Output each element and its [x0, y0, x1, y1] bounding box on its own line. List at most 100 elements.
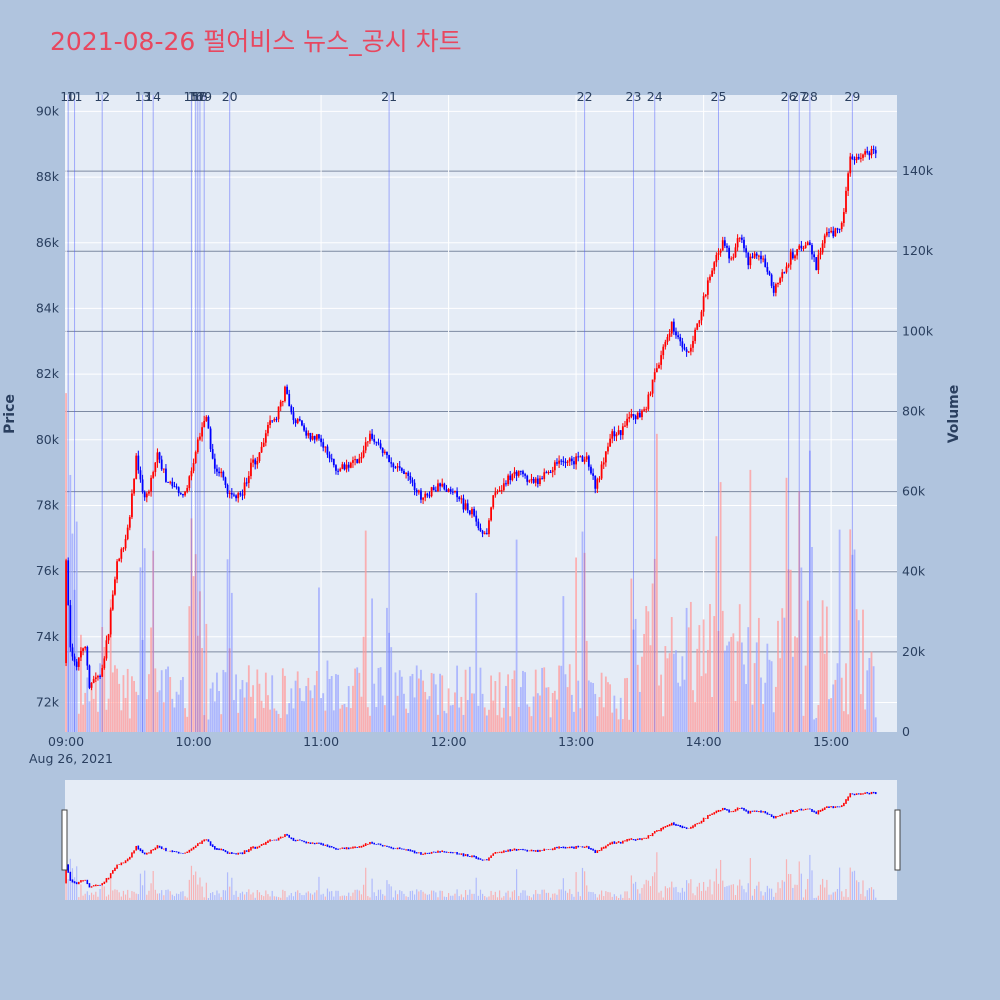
slider-volume-bar — [781, 880, 783, 900]
slider-volume-bar — [437, 897, 439, 900]
range-slider-left-handle[interactable] — [61, 809, 68, 871]
candle-body — [222, 471, 225, 478]
news-marker-label: 19 — [196, 89, 212, 104]
range-slider-right-handle[interactable] — [894, 809, 901, 871]
slider-volume-bar — [851, 871, 853, 900]
candle-body — [689, 347, 692, 352]
slider-volume-bar — [686, 880, 688, 900]
candle-body — [545, 472, 548, 474]
slider-volume-bar — [518, 895, 520, 900]
candle-body — [859, 157, 862, 159]
volume-bar — [636, 664, 639, 732]
slider-volume-bar — [182, 891, 184, 900]
time-tick-label: 13:00 — [558, 734, 594, 749]
candle-body — [811, 245, 813, 255]
slider-volume-bar — [462, 897, 465, 900]
slider-volume-bar — [515, 869, 518, 900]
candle-body — [743, 239, 745, 249]
volume-axis-title: Volume — [946, 385, 962, 444]
candle-body — [757, 255, 760, 257]
slider-volume-bar — [165, 889, 167, 900]
slider-volume-bar — [367, 896, 369, 900]
volume-bar — [811, 546, 813, 732]
candle-body — [471, 508, 473, 515]
candle-body — [67, 560, 70, 606]
slider-volume-bar — [284, 891, 286, 900]
slider-volume-bar — [868, 888, 870, 900]
volume-bar — [167, 666, 169, 732]
volume-bar — [451, 704, 454, 732]
candle-body — [751, 256, 754, 258]
volume-bar — [870, 651, 873, 732]
slider-volume-bar — [439, 890, 441, 900]
volume-bar — [757, 617, 760, 732]
volume-bar — [239, 689, 242, 732]
candle-body — [400, 468, 403, 471]
volume-bar — [562, 596, 565, 732]
slider-volume-bar — [586, 885, 588, 900]
volume-bar — [745, 683, 748, 732]
volume-bar — [762, 704, 765, 732]
volume-bar — [698, 625, 701, 732]
volume-bar — [196, 635, 199, 732]
candle-body — [813, 254, 816, 258]
volume-bar — [158, 690, 161, 732]
slider-volume-bar — [116, 889, 118, 900]
candle-body — [339, 468, 342, 471]
candle-body — [343, 464, 346, 470]
range-slider-preview — [65, 791, 877, 900]
volume-bar — [638, 691, 641, 732]
volume-bar — [553, 690, 556, 732]
slider-volume-bar — [596, 897, 598, 900]
candle-body — [475, 515, 478, 522]
slider-volume-bar — [526, 895, 528, 900]
volume-bar — [683, 679, 686, 732]
candle-body — [800, 245, 803, 249]
slider-volume-bar — [311, 894, 314, 900]
candle-body — [466, 503, 469, 511]
slider-volume-bar — [467, 894, 469, 900]
volume-bar — [371, 598, 373, 732]
slider-volume-bar — [724, 886, 726, 900]
candle-body — [692, 340, 694, 348]
slider-volume-bar — [734, 895, 737, 900]
slider-volume-bar — [477, 895, 479, 900]
volume-bar — [277, 713, 280, 732]
volume-bar — [347, 686, 350, 732]
slider-volume-bar — [834, 891, 836, 900]
slider-volume-bar — [101, 883, 103, 900]
slider-volume-bar — [309, 893, 312, 900]
slider-volume-bar — [354, 889, 356, 900]
volume-bar — [689, 601, 692, 732]
slider-volume-bar — [777, 882, 779, 900]
volume-bar — [845, 663, 847, 732]
slider-volume-bar — [97, 896, 99, 900]
candle-body — [672, 321, 675, 332]
volume-bar — [186, 716, 189, 732]
volume-bar — [602, 707, 605, 732]
volume-bar — [687, 627, 690, 732]
volume-bar — [649, 645, 652, 732]
candle-body — [490, 507, 492, 521]
candle-body — [275, 419, 278, 421]
candle-body — [105, 640, 108, 659]
candle-body — [502, 483, 505, 491]
slider-volume-bar — [148, 890, 150, 900]
candle-body — [254, 459, 257, 465]
slider-volume-bar — [562, 878, 564, 900]
candle-body — [587, 456, 590, 467]
slider-volume-bar — [830, 894, 832, 900]
volume-bar — [392, 715, 395, 732]
slider-volume-bar — [743, 889, 745, 900]
volume-bar — [109, 599, 112, 732]
volume-bar — [817, 705, 820, 732]
volume-bar — [783, 617, 786, 732]
candle-body — [553, 462, 556, 471]
slider-volume-bar — [560, 889, 562, 900]
candle-body — [715, 254, 718, 263]
volume-bar — [613, 695, 616, 732]
volume-bar — [573, 711, 575, 732]
slider-volume-bar — [764, 892, 766, 900]
slider-volume-bar — [305, 892, 307, 900]
candle-body — [235, 495, 237, 499]
